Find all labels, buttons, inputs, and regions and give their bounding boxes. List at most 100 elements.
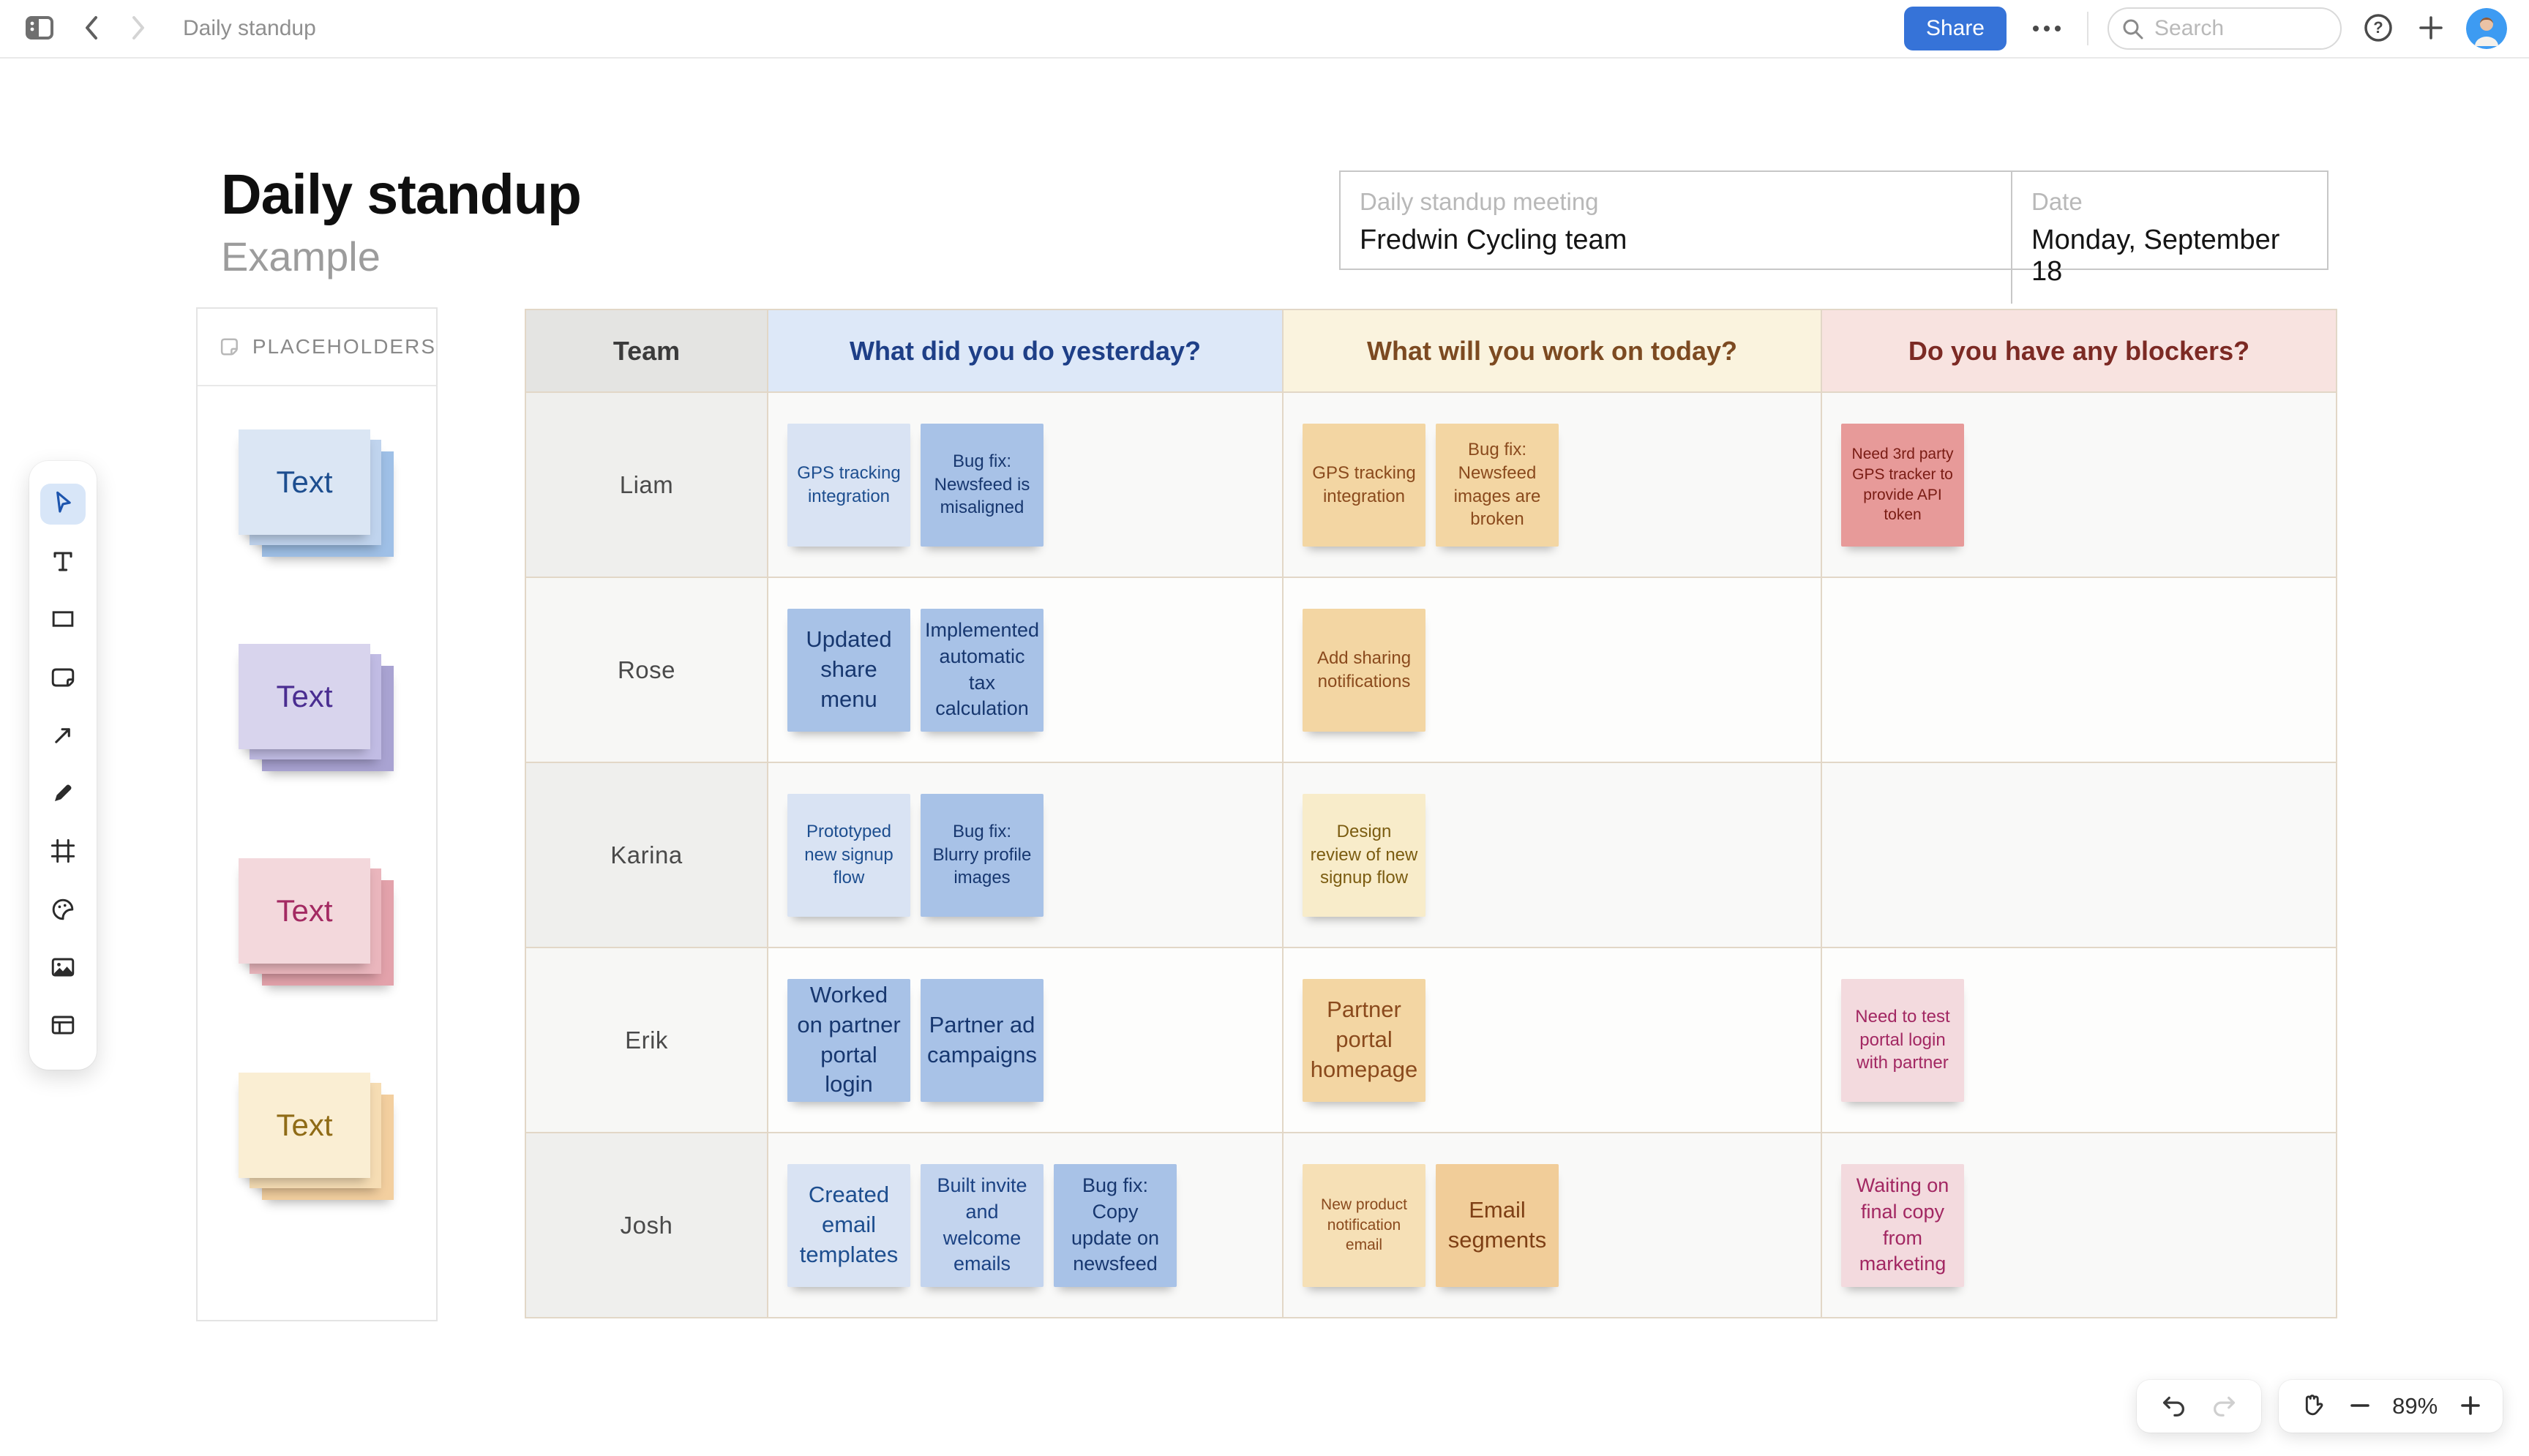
sticky-note[interactable]: Waiting on final copy from marketing [1841, 1163, 1964, 1287]
back-button[interactable] [76, 12, 108, 46]
sticky-note[interactable]: Partner portal homepage [1303, 978, 1425, 1102]
cell-erik-yesterday[interactable]: Worked on partner portal login Partner a… [768, 948, 1282, 1132]
cell-karina-blockers[interactable] [1822, 763, 2336, 947]
sticky-note[interactable]: Need 3rd party GPS tracker to provide AP… [1841, 423, 1964, 547]
zoom-out-button[interactable] [2345, 1391, 2375, 1422]
avatar [2466, 8, 2507, 49]
new-board-button[interactable] [2415, 12, 2447, 46]
sticky-note[interactable]: Bug fix: Newsfeed images are broken [1436, 423, 1559, 547]
placeholders-header: PLACEHOLDERS [198, 309, 436, 386]
sticky-note[interactable]: Worked on partner portal login [787, 978, 910, 1102]
shape-tool[interactable] [40, 600, 86, 641]
sticky-note[interactable]: Bug fix: Newsfeed is misaligned [921, 423, 1044, 547]
cell-karina-today[interactable]: Design review of new signup flow [1284, 763, 1821, 947]
sticky-note[interactable]: Partner ad campaigns [921, 978, 1044, 1102]
sticky-note[interactable]: Email segments [1436, 1163, 1559, 1287]
pen-tool[interactable] [40, 774, 86, 815]
team-row-josh[interactable]: Josh [526, 1133, 767, 1317]
tool-sidebar [29, 461, 97, 1070]
sticky-note[interactable]: Design review of new signup flow [1303, 793, 1425, 917]
team-row-rose[interactable]: Rose [526, 578, 767, 762]
redo-icon [2209, 1390, 2240, 1423]
help-button[interactable]: ? [2361, 10, 2396, 48]
image-tool[interactable] [40, 947, 86, 988]
meeting-info-table[interactable]: Daily standup meeting Fredwin Cycling te… [1339, 170, 2328, 304]
forward-button[interactable] [121, 12, 154, 46]
pen-icon [47, 777, 79, 811]
cell-liam-yesterday[interactable]: GPS tracking integration Bug fix: Newsfe… [768, 393, 1282, 577]
cell-liam-blockers[interactable]: Need 3rd party GPS tracker to provide AP… [1822, 393, 2336, 577]
cell-rose-yesterday[interactable]: Updated share menu Implemented automatic… [768, 578, 1282, 762]
text-icon [47, 545, 79, 579]
cell-josh-yesterday[interactable]: Created email templates Built invite and… [768, 1133, 1282, 1317]
placeholder-stack-purple[interactable]: Text [239, 644, 395, 773]
placeholder-note[interactable]: Text [239, 1073, 370, 1178]
column-header-blockers[interactable]: Do you have any blockers? [1822, 310, 2336, 391]
sticky-note[interactable]: Created email templates [787, 1163, 910, 1287]
cell-karina-yesterday[interactable]: Prototyped new signup flow Bug fix: Blur… [768, 763, 1282, 947]
sticky-note[interactable]: New product notification email [1303, 1163, 1425, 1287]
zoom-pill: 89% [2279, 1380, 2503, 1433]
sticky-note[interactable]: Implemented automatic tax calculation [921, 608, 1044, 732]
cell-rose-today[interactable]: Add sharing notifications [1284, 578, 1821, 762]
undo-icon [2158, 1390, 2189, 1423]
cell-liam-today[interactable]: GPS tracking integration Bug fix: Newsfe… [1284, 393, 1821, 577]
frame-tool[interactable] [40, 832, 86, 873]
zoom-level[interactable]: 89% [2392, 1393, 2438, 1419]
sticky-note[interactable]: Bug fix: Blurry profile images [921, 793, 1044, 917]
more-options-button[interactable] [2026, 18, 2068, 39]
cell-erik-blockers[interactable]: Need to test portal login with partner [1822, 948, 2336, 1132]
search-field [2108, 7, 2342, 50]
column-header-today[interactable]: What will you work on today? [1284, 310, 1821, 391]
sidebar-toggle-button[interactable] [22, 10, 57, 48]
team-row-karina[interactable]: Karina [526, 763, 767, 947]
placeholder-note[interactable]: Text [239, 644, 370, 749]
sticky-note[interactable]: Bug fix: Copy update on newsfeed [1054, 1163, 1177, 1287]
share-button[interactable]: Share [1903, 7, 2007, 50]
placeholder-stack-cream[interactable]: Text [239, 1073, 395, 1201]
topbar: Daily standup Share ? [0, 0, 2529, 59]
select-tool[interactable] [40, 484, 86, 525]
sticker-tool[interactable] [40, 890, 86, 931]
cell-rose-blockers[interactable] [1822, 578, 2336, 762]
sticky-note-tool[interactable] [40, 658, 86, 699]
text-tool[interactable] [40, 542, 86, 583]
sticky-note[interactable]: GPS tracking integration [787, 423, 910, 547]
sticky-note[interactable]: GPS tracking integration [1303, 423, 1425, 547]
sticky-note[interactable]: Built invite and welcome emails [921, 1163, 1044, 1287]
team-row-liam[interactable]: Liam [526, 393, 767, 577]
page-title[interactable]: Daily standup [221, 163, 582, 226]
meeting-info-cell[interactable]: Daily standup meeting Fredwin Cycling te… [1341, 172, 2011, 304]
undo-button[interactable] [2158, 1390, 2189, 1423]
placeholder-note[interactable]: Text [239, 858, 370, 964]
sticky-note-icon [47, 661, 79, 696]
placeholder-note[interactable]: Text [239, 429, 370, 535]
team-row-erik[interactable]: Erik [526, 948, 767, 1132]
breadcrumb: Daily standup [183, 16, 316, 40]
zoom-in-button[interactable] [2456, 1391, 2485, 1422]
sticky-note[interactable]: Add sharing notifications [1303, 608, 1425, 732]
forward-icon [121, 12, 154, 46]
table-tool[interactable] [40, 1006, 86, 1047]
account-avatar[interactable] [2466, 8, 2507, 49]
more-icon [2033, 26, 2039, 31]
sticky-note[interactable]: Prototyped new signup flow [787, 793, 910, 917]
zoom-in-icon [2456, 1391, 2485, 1422]
svg-text:?: ? [2373, 18, 2383, 37]
column-header-yesterday[interactable]: What did you do yesterday? [768, 310, 1282, 391]
column-header-team[interactable]: Team [526, 310, 767, 391]
search-input[interactable] [2108, 7, 2342, 50]
cell-erik-today[interactable]: Partner portal homepage [1284, 948, 1821, 1132]
cell-josh-blockers[interactable]: Waiting on final copy from marketing [1822, 1133, 2336, 1317]
date-info-cell[interactable]: Date Monday, September 18 [2011, 172, 2327, 304]
arrow-tool[interactable] [40, 716, 86, 757]
page-subtitle[interactable]: Example [221, 233, 381, 279]
placeholder-stack-pink[interactable]: Text [239, 858, 395, 987]
placeholder-stack-blue[interactable]: Text [239, 429, 395, 558]
pan-button[interactable] [2296, 1390, 2327, 1423]
redo-button[interactable] [2209, 1390, 2240, 1423]
sticky-note[interactable]: Updated share menu [787, 608, 910, 732]
cell-josh-today[interactable]: New product notification email Email seg… [1284, 1133, 1821, 1317]
sticky-note[interactable]: Need to test portal login with partner [1841, 978, 1964, 1102]
canvas-controls: 89% [2137, 1380, 2503, 1433]
